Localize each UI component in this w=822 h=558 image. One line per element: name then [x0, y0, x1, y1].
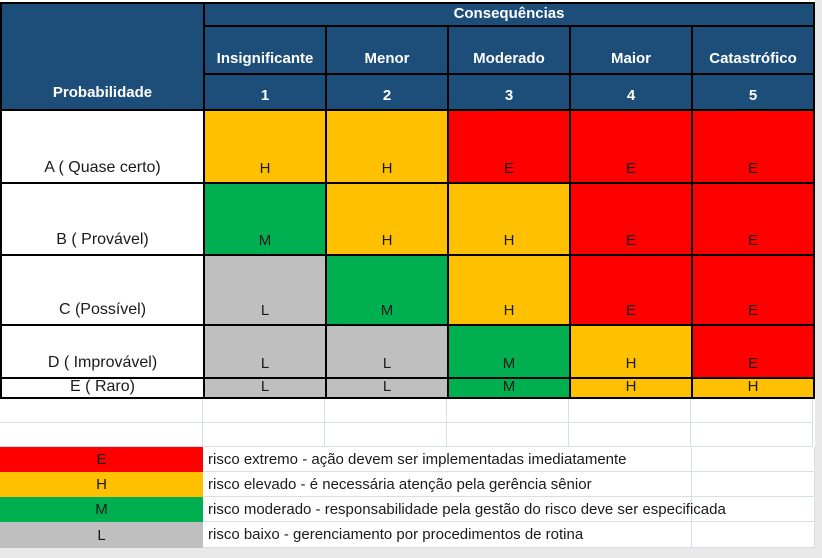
- col-number-3[interactable]: 3: [449, 75, 571, 111]
- col-header-catastrofico[interactable]: Catastrófico: [693, 27, 815, 75]
- cell-d1[interactable]: L: [205, 326, 327, 379]
- col-number-1[interactable]: 1: [205, 75, 327, 111]
- cell-d5[interactable]: E: [693, 326, 815, 379]
- probability-header-cell[interactable]: Probabilidade: [2, 4, 205, 111]
- grid-cell[interactable]: [0, 423, 203, 447]
- grid-cell[interactable]: [203, 423, 325, 447]
- grid-cell[interactable]: [691, 399, 813, 423]
- legend-row-moderate: M risco moderado - responsabilidade pela…: [0, 497, 815, 522]
- cell-e4[interactable]: H: [571, 379, 693, 399]
- grid-cell[interactable]: [325, 423, 447, 447]
- col-header-menor[interactable]: Menor: [327, 27, 449, 75]
- cell-c1[interactable]: L: [205, 256, 327, 326]
- col-header-maior[interactable]: Maior: [571, 27, 693, 75]
- cell-c3[interactable]: H: [449, 256, 571, 326]
- row-label-e[interactable]: E ( Raro): [2, 379, 205, 399]
- legend-desc-low[interactable]: risco baixo - gerenciamento por procedim…: [203, 522, 815, 548]
- col-number-5[interactable]: 5: [693, 75, 815, 111]
- grid-cell[interactable]: [569, 423, 691, 447]
- risk-matrix-table: Probabilidade Consequências Insignifican…: [0, 2, 817, 399]
- grid-cell[interactable]: [203, 399, 325, 423]
- empty-grid-rows: [0, 399, 815, 447]
- grid-cell[interactable]: [325, 399, 447, 423]
- legend-desc-high[interactable]: risco elevado - é necessária atenção pel…: [203, 472, 815, 497]
- col-header-moderado[interactable]: Moderado: [449, 27, 571, 75]
- cell-c5[interactable]: E: [693, 256, 815, 326]
- row-label-c[interactable]: C (Possível): [2, 256, 205, 326]
- col-header-insignificante[interactable]: Insignificante: [205, 27, 327, 75]
- cell-b3[interactable]: H: [449, 184, 571, 256]
- grid-cell[interactable]: [0, 399, 203, 423]
- risk-legend: E risco extremo - ação devem ser impleme…: [0, 447, 815, 548]
- legend-row-extreme: E risco extremo - ação devem ser impleme…: [0, 447, 815, 472]
- grid-cell[interactable]: [447, 399, 569, 423]
- cell-b2[interactable]: H: [327, 184, 449, 256]
- cell-a5[interactable]: E: [693, 111, 815, 184]
- cell-a3[interactable]: E: [449, 111, 571, 184]
- legend-row-high: H risco elevado - é necessária atenção p…: [0, 472, 815, 497]
- row-label-b[interactable]: B ( Provável): [2, 184, 205, 256]
- cell-b5[interactable]: E: [693, 184, 815, 256]
- grid-cell[interactable]: [569, 399, 691, 423]
- cell-d2[interactable]: L: [327, 326, 449, 379]
- cell-c4[interactable]: E: [571, 256, 693, 326]
- legend-swatch-high[interactable]: H: [0, 472, 203, 497]
- grid-cell[interactable]: [691, 423, 813, 447]
- legend-desc-extreme[interactable]: risco extremo - ação devem ser implement…: [203, 447, 815, 472]
- row-label-d[interactable]: D ( Improvável): [2, 326, 205, 379]
- cell-e2[interactable]: L: [327, 379, 449, 399]
- cell-d3[interactable]: M: [449, 326, 571, 379]
- canvas-margin-bottom: [0, 548, 822, 558]
- cell-a1[interactable]: H: [205, 111, 327, 184]
- grid-cell[interactable]: [447, 423, 569, 447]
- cell-e1[interactable]: L: [205, 379, 327, 399]
- cell-b1[interactable]: M: [205, 184, 327, 256]
- canvas-margin-right: [815, 0, 822, 558]
- col-number-4[interactable]: 4: [571, 75, 693, 111]
- legend-row-low: L risco baixo - gerenciamento por proced…: [0, 522, 815, 548]
- legend-swatch-extreme[interactable]: E: [0, 447, 203, 472]
- row-label-a[interactable]: A ( Quase certo): [2, 111, 205, 184]
- legend-swatch-moderate[interactable]: M: [0, 497, 203, 522]
- cell-a2[interactable]: H: [327, 111, 449, 184]
- cell-d4[interactable]: H: [571, 326, 693, 379]
- consequences-header-cell[interactable]: Consequências: [205, 4, 815, 27]
- cell-e5[interactable]: H: [693, 379, 815, 399]
- col-number-2[interactable]: 2: [327, 75, 449, 111]
- legend-swatch-low[interactable]: L: [0, 522, 203, 548]
- legend-desc-moderate[interactable]: risco moderado - responsabilidade pela g…: [203, 497, 815, 522]
- cell-e3[interactable]: M: [449, 379, 571, 399]
- cell-b4[interactable]: E: [571, 184, 693, 256]
- cell-c2[interactable]: M: [327, 256, 449, 326]
- cell-a4[interactable]: E: [571, 111, 693, 184]
